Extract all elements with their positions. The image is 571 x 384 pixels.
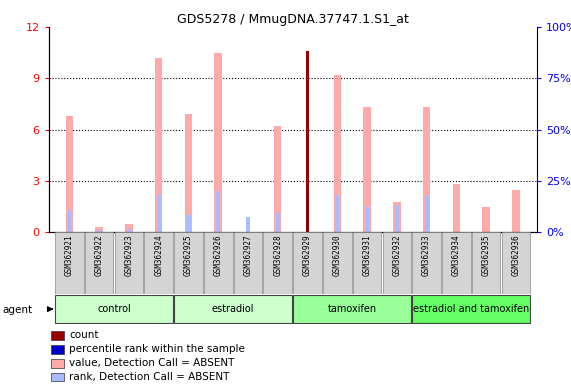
Bar xyxy=(51,331,64,340)
Bar xyxy=(144,232,173,294)
Text: GSM362935: GSM362935 xyxy=(481,235,490,276)
Bar xyxy=(66,116,73,232)
Bar xyxy=(423,108,431,232)
Bar xyxy=(125,224,132,232)
Bar xyxy=(293,232,322,294)
Bar xyxy=(363,108,371,232)
Text: GSM362924: GSM362924 xyxy=(154,235,163,276)
Bar xyxy=(55,295,173,323)
Bar xyxy=(127,229,131,232)
Bar xyxy=(395,205,399,232)
Bar xyxy=(442,232,471,294)
Bar xyxy=(51,345,64,354)
Text: GSM362926: GSM362926 xyxy=(214,235,223,276)
Title: GDS5278 / MmugDNA.37747.1.S1_at: GDS5278 / MmugDNA.37747.1.S1_at xyxy=(176,13,409,26)
Text: GSM362927: GSM362927 xyxy=(243,235,252,276)
Text: GSM362931: GSM362931 xyxy=(363,235,372,276)
Text: estradiol: estradiol xyxy=(212,303,254,313)
Bar xyxy=(174,295,292,323)
Bar xyxy=(115,232,143,294)
Bar xyxy=(424,195,429,232)
Bar xyxy=(263,232,292,294)
Bar xyxy=(353,232,381,294)
Bar xyxy=(185,114,192,232)
Text: agent: agent xyxy=(3,305,33,315)
Text: percentile rank within the sample: percentile rank within the sample xyxy=(69,344,245,354)
Bar xyxy=(156,195,161,232)
Bar xyxy=(323,232,352,294)
Text: estradiol and tamoxifen: estradiol and tamoxifen xyxy=(413,303,529,313)
Text: GSM362923: GSM362923 xyxy=(124,235,134,276)
Bar xyxy=(216,191,220,232)
Text: GSM362934: GSM362934 xyxy=(452,235,461,276)
Bar xyxy=(95,227,103,232)
Bar xyxy=(215,53,222,232)
Bar xyxy=(276,214,280,232)
Bar xyxy=(293,295,411,323)
Bar xyxy=(234,232,262,294)
Bar xyxy=(174,232,203,294)
Bar xyxy=(85,232,114,294)
Text: GSM362930: GSM362930 xyxy=(333,235,342,276)
Bar xyxy=(67,210,71,232)
Bar xyxy=(306,51,309,232)
Text: count: count xyxy=(69,330,99,340)
Text: GSM362929: GSM362929 xyxy=(303,235,312,276)
Bar xyxy=(393,202,400,232)
Bar xyxy=(512,190,520,232)
Bar xyxy=(204,232,232,294)
Bar xyxy=(365,207,369,232)
Text: rank, Detection Call = ABSENT: rank, Detection Call = ABSENT xyxy=(69,372,230,382)
Bar xyxy=(246,217,250,232)
Text: GSM362925: GSM362925 xyxy=(184,235,193,276)
Text: GSM362933: GSM362933 xyxy=(422,235,431,276)
Bar xyxy=(186,215,191,232)
Bar xyxy=(51,372,64,381)
Text: GSM362936: GSM362936 xyxy=(512,235,520,276)
Bar xyxy=(51,359,64,367)
Text: control: control xyxy=(97,303,131,313)
Bar xyxy=(472,232,500,294)
Bar xyxy=(412,232,441,294)
Text: value, Detection Call = ABSENT: value, Detection Call = ABSENT xyxy=(69,358,235,368)
Text: GSM362928: GSM362928 xyxy=(274,235,282,276)
Bar xyxy=(383,232,411,294)
Bar xyxy=(335,195,339,232)
Bar xyxy=(274,126,282,232)
Bar xyxy=(453,184,460,232)
Text: GSM362932: GSM362932 xyxy=(392,235,401,276)
Bar xyxy=(333,75,341,232)
Text: tamoxifen: tamoxifen xyxy=(328,303,377,313)
Bar xyxy=(55,232,84,294)
Bar xyxy=(482,207,490,232)
Text: GSM362922: GSM362922 xyxy=(95,235,104,276)
Bar xyxy=(307,193,308,232)
Bar xyxy=(501,232,530,294)
Text: GSM362921: GSM362921 xyxy=(65,235,74,276)
Bar xyxy=(412,295,530,323)
Bar xyxy=(155,58,162,232)
Bar xyxy=(97,230,101,232)
